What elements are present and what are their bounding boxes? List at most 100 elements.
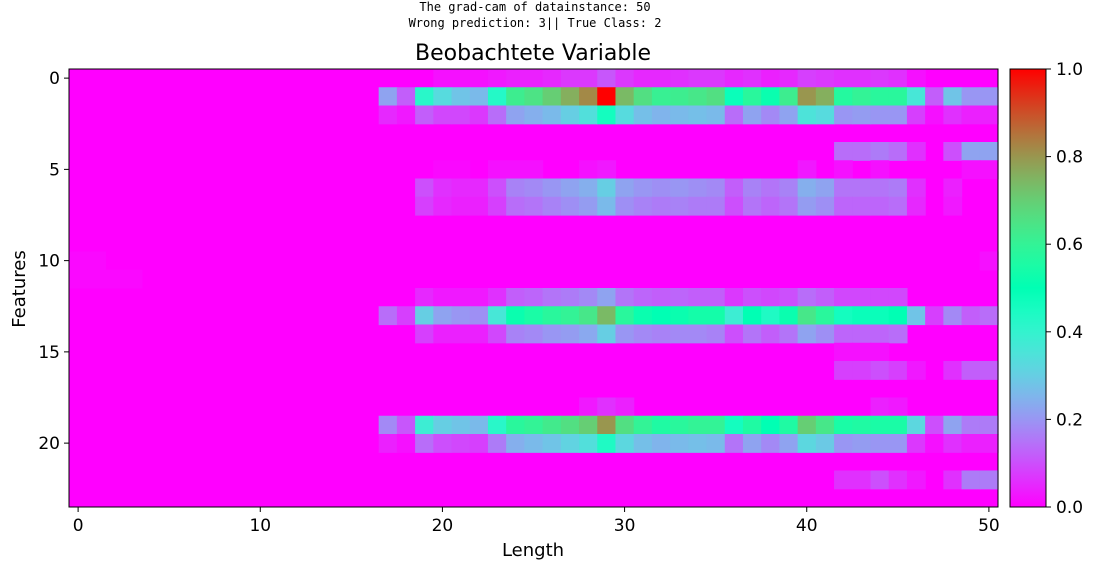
heatmap-cell	[415, 105, 434, 125]
x-axis: 0 10 20 30 40 50	[73, 507, 1000, 536]
heatmap-cell	[906, 196, 926, 216]
colorbar-tick-label: 0.6	[1056, 235, 1083, 255]
heatmap-cell	[487, 415, 507, 435]
heatmap-cell	[542, 306, 562, 326]
heatmap-cell	[524, 87, 544, 107]
heatmap-cell	[706, 324, 726, 344]
heatmap-cell	[506, 434, 525, 453]
heatmap-cell	[597, 434, 617, 453]
heatmap-cell	[506, 178, 525, 198]
heatmap-cell	[852, 306, 872, 326]
heatmap-cell	[706, 105, 726, 125]
colorbar	[1009, 68, 1047, 508]
heatmap-cell	[961, 306, 981, 326]
heatmap-cell	[378, 87, 398, 107]
heatmap-cell	[852, 196, 872, 216]
heatmap-cell	[797, 434, 817, 453]
heatmap-cell	[615, 288, 635, 307]
x-tick-label: 40	[796, 516, 818, 536]
heatmap-cell	[943, 415, 963, 435]
heatmap-cell	[87, 269, 107, 289]
heatmap-cell	[597, 415, 617, 435]
heatmap-cell	[888, 178, 908, 198]
heatmap-cell	[524, 178, 544, 198]
heatmap-cell	[870, 87, 890, 107]
heatmap-cell	[542, 434, 562, 453]
heatmap-cell	[560, 306, 580, 326]
heatmap-cell	[597, 160, 617, 180]
heatmap-cell	[870, 142, 890, 161]
heatmap-cell	[834, 87, 853, 107]
heatmap-cell	[506, 415, 525, 435]
heatmap-cell	[906, 434, 926, 453]
heatmap-cell	[597, 87, 617, 107]
heatmap-cell	[670, 306, 689, 326]
heatmap-cell	[724, 288, 744, 307]
heatmap-cell	[961, 87, 981, 107]
heatmap-cell	[615, 87, 635, 107]
heatmap-cell	[615, 397, 635, 417]
heatmap-cell	[670, 69, 689, 88]
heatmap-cell	[925, 306, 944, 326]
heatmap-cell	[779, 87, 799, 107]
heatmap-cell	[433, 415, 453, 435]
heatmap-cell	[742, 434, 762, 453]
heatmap-cell	[870, 361, 890, 380]
heatmap-cell	[688, 288, 708, 307]
heatmap-cell	[961, 160, 981, 180]
heatmap-cell	[943, 434, 963, 453]
heatmap-cell	[633, 306, 653, 326]
heatmap-cell	[688, 196, 708, 216]
heatmap-cell	[542, 178, 562, 198]
heatmap-cell	[724, 196, 744, 216]
heatmap-cell	[560, 434, 580, 453]
heatmap-cell	[469, 415, 489, 435]
x-tick-label: 0	[73, 516, 84, 536]
heatmap-cell	[943, 142, 963, 161]
heatmap-cell	[834, 196, 853, 216]
heatmap-cell	[469, 196, 489, 216]
heatmap-cell	[597, 178, 617, 198]
heatmap-cell	[779, 69, 799, 88]
heatmap-cell	[906, 142, 926, 161]
heatmap-cell	[524, 105, 544, 125]
heatmap-cell	[487, 178, 507, 198]
heatmap-cell	[706, 69, 726, 88]
y-tick-label: 20	[38, 434, 60, 454]
heatmap-cell	[761, 288, 781, 307]
heatmap-cell	[651, 178, 671, 198]
heatmap-cell	[779, 415, 799, 435]
heatmap-cell	[906, 69, 926, 88]
heatmap-cell	[378, 415, 398, 435]
heatmap-cell	[688, 434, 708, 453]
heatmap-cell	[979, 415, 999, 435]
heatmap-cell	[651, 434, 671, 453]
heatmap-cell	[396, 306, 416, 326]
heatmap-cell	[979, 105, 999, 125]
heatmap-cell	[815, 434, 835, 453]
heatmap-cell	[906, 87, 926, 107]
heatmap-cell	[542, 105, 562, 125]
x-tick-label: 10	[249, 516, 271, 536]
heatmap-cell	[615, 69, 635, 88]
heatmap-cell	[870, 160, 890, 180]
heatmap-cell	[834, 361, 853, 380]
heatmap-cell	[597, 324, 617, 344]
heatmap-cell	[524, 160, 544, 180]
y-tick-label: 5	[49, 160, 60, 180]
heatmap-cell	[670, 324, 689, 344]
heatmap-cell	[396, 87, 416, 107]
heatmap-cell	[633, 434, 653, 453]
heatmap-cell	[742, 415, 762, 435]
heatmap-cell	[524, 415, 544, 435]
heatmap-cell	[943, 178, 963, 198]
heatmap-cell	[615, 434, 635, 453]
heatmap-cell	[487, 324, 507, 344]
y-tick-label: 10	[38, 252, 60, 272]
heatmap-cell	[433, 306, 453, 326]
heatmap-cell	[69, 269, 88, 289]
heatmap-cell	[706, 178, 726, 198]
heatmap-cell	[852, 434, 872, 453]
heatmap-cell	[925, 415, 944, 435]
heatmap-cell	[870, 306, 890, 326]
